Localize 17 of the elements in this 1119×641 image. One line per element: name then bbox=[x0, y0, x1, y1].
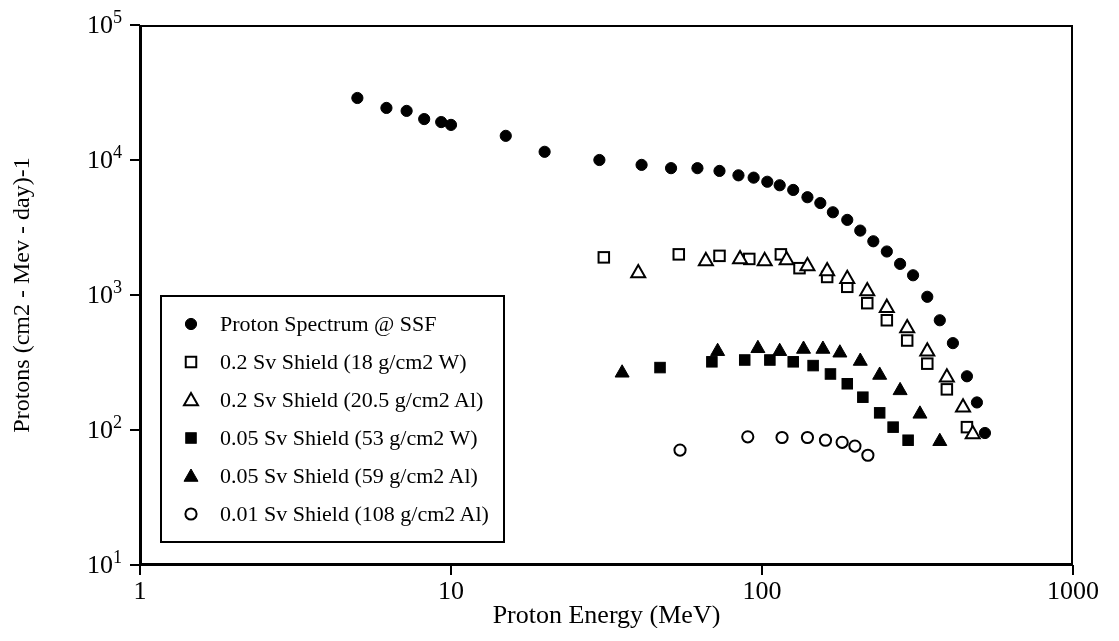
x-tick-label: 1000 bbox=[1047, 576, 1099, 605]
legend-label: 0.2 Sv Shield (18 g/cm2 W) bbox=[220, 348, 467, 376]
legend-label: 0.05 Sv Shield (59 g/cm2 Al) bbox=[220, 462, 478, 490]
legend-label: 0.05 Sv Shield (53 g/cm2 W) bbox=[220, 424, 478, 452]
y-tick-label: 10$^{1}$ bbox=[86, 547, 122, 579]
legend-label: 0.01 Sv Shield (108 g/cm2 Al) bbox=[220, 500, 489, 528]
legend-label: Proton Spectrum @ SSF bbox=[220, 310, 437, 338]
y-tick-label: 10$^{3}$ bbox=[86, 277, 122, 309]
x-tick-label: 100 bbox=[742, 576, 782, 605]
x-tick-label: 1 bbox=[133, 576, 147, 605]
y-tick-label: 10$^{2}$ bbox=[86, 412, 122, 444]
y-tick-label: 10$^{5}$ bbox=[86, 7, 122, 39]
y-axis-title: Protons (cm2 - Mev - day)-1 bbox=[7, 157, 34, 433]
x-tick-label: 10 bbox=[438, 576, 464, 605]
x-axis-title: Proton Energy (MeV) bbox=[492, 600, 721, 629]
legend-label: 0.2 Sv Shield (20.5 g/cm2 Al) bbox=[220, 386, 484, 414]
y-tick-label: 10$^{4}$ bbox=[86, 142, 122, 174]
